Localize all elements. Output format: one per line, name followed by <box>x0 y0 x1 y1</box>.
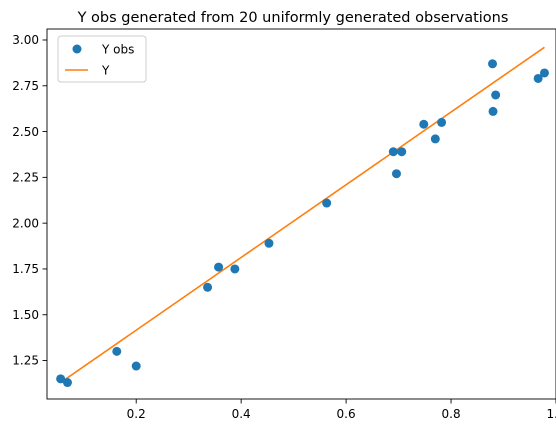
data-point-y-obs <box>391 169 401 179</box>
data-point-y-obs <box>539 68 549 78</box>
data-point-y-obs <box>430 134 440 144</box>
series-line-y <box>60 46 545 384</box>
chart-title: Y obs generated from 20 uniformly genera… <box>77 10 509 26</box>
data-point-y-obs <box>62 378 72 388</box>
y-tick-label: 2.75 <box>12 79 39 93</box>
y-tick-label: 2.50 <box>12 125 39 139</box>
y-axis-ticks: 1.25 1.50 1.75 2.00 2.25 2.50 2.75 3.00 <box>12 33 47 368</box>
data-point-y-obs <box>488 106 498 116</box>
x-tick-label: 0.2 <box>127 407 146 421</box>
data-point-y-obs <box>491 90 501 100</box>
series-line-group <box>60 46 545 384</box>
data-point-y-obs <box>419 119 429 129</box>
legend-label-y: Y <box>101 64 110 78</box>
data-point-y-obs <box>437 117 447 127</box>
legend: Y obs Y <box>57 35 147 83</box>
y-tick-label: 2.25 <box>12 171 39 185</box>
x-axis-ticks: 0.2 0.4 0.6 0.8 1.0 <box>127 399 556 421</box>
y-tick-label: 1.50 <box>12 308 39 322</box>
series-scatter-group <box>56 59 549 388</box>
data-point-y-obs <box>533 73 543 83</box>
data-point-y-obs <box>322 198 332 208</box>
data-point-y-obs <box>264 238 274 248</box>
data-point-y-obs <box>488 59 498 69</box>
data-point-y-obs <box>112 346 122 356</box>
data-point-y-obs <box>203 282 213 292</box>
x-tick-label: 0.4 <box>232 407 251 421</box>
legend-marker-y-obs <box>72 44 82 54</box>
x-tick-label: 0.8 <box>442 407 461 421</box>
data-point-y-obs <box>230 264 240 274</box>
data-point-y-obs <box>214 262 224 272</box>
data-point-y-obs <box>56 374 66 384</box>
y-tick-label: 1.75 <box>12 262 39 276</box>
y-tick-label: 2.00 <box>12 216 39 230</box>
data-point-y-obs <box>397 147 407 157</box>
axes-frame <box>46 28 556 400</box>
x-tick-label: 1.0 <box>546 407 556 421</box>
y-tick-label: 1.25 <box>12 354 39 368</box>
y-tick-label: 3.00 <box>12 33 39 47</box>
data-point-y-obs <box>388 147 398 157</box>
data-point-y-obs <box>131 361 141 371</box>
x-tick-label: 0.6 <box>337 407 356 421</box>
legend-label-y-obs: Y obs <box>101 43 134 57</box>
